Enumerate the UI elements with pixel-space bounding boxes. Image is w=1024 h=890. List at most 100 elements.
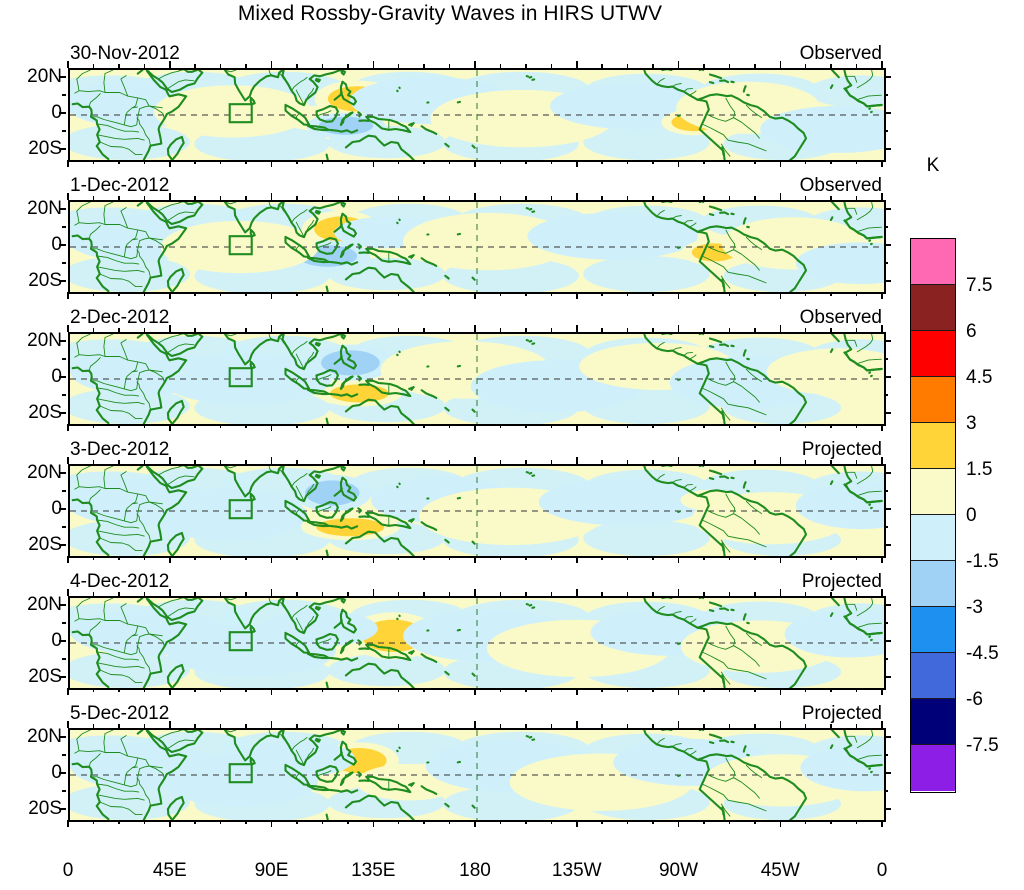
x-tick [728,328,731,332]
y-tick [884,544,891,546]
map-panel[interactable] [68,728,886,822]
x-tick [372,160,374,167]
x-tick [576,556,578,563]
x-tick [677,589,680,596]
x-tick [347,64,349,68]
x-tick [601,292,603,296]
y-tick [62,358,66,360]
colorbar-tick-label: -7.5 [966,734,999,756]
colorbar-band [911,423,955,469]
x-tick [194,820,196,824]
x-tick [728,592,731,596]
map-panel[interactable] [68,200,886,294]
map-panel[interactable] [68,464,886,558]
colorbar-tick-label: 1.5 [966,458,993,480]
x-tick [448,292,451,296]
x-tick [499,556,502,560]
x-tick [601,196,603,200]
x-tick [118,160,120,164]
x-tick [347,820,349,824]
y-axis-label: 20S [28,798,62,819]
x-tick [830,724,832,728]
x-tick [372,556,374,563]
x-tick [754,328,756,332]
x-tick [754,820,756,824]
x-tick [474,556,476,563]
y-tick [884,262,888,264]
x-tick [143,460,146,464]
x-tick [550,424,553,428]
x-tick [652,724,654,728]
x-tick [372,721,374,728]
x-tick [474,424,476,431]
x-tick [881,325,883,332]
x-tick [270,721,273,728]
x-tick [754,424,756,428]
x-tick [474,325,476,332]
x-tick [499,328,502,332]
x-tick [219,160,222,164]
x-tick [728,424,731,428]
y-axis-label: 0 [51,762,62,783]
coastlines [71,70,883,160]
y-tick [884,604,891,606]
x-tick [677,721,680,728]
x-tick [474,193,476,200]
x-tick [219,64,222,68]
x-tick [423,328,425,332]
x-tick [804,328,807,332]
x-tick [296,460,298,464]
x-tick [881,688,883,695]
x-tick [652,688,654,692]
x-tick [397,460,400,464]
x-tick [728,292,731,296]
x-tick [576,160,578,167]
y-tick [62,262,66,264]
x-tick [550,820,553,824]
x-tick [525,688,527,692]
x-tick [245,424,247,428]
x-tick [67,589,69,596]
x-tick [525,196,527,200]
y-tick [59,280,66,282]
map-canvas [70,202,884,292]
y-axis-label: 0 [51,234,62,255]
y-axis-label: 0 [51,498,62,519]
anomaly-features [70,341,884,413]
x-tick [703,328,705,332]
panel-status-label: Observed [799,43,882,64]
y-tick [59,808,66,810]
colorbar-band [911,469,955,515]
x-tick [372,325,374,332]
x-tick [779,160,781,167]
x-tick [118,724,120,728]
colorbar[interactable] [910,238,956,793]
x-tick [143,64,146,68]
x-axis-label: 90W [658,860,699,881]
x-tick [194,292,196,296]
x-tick [830,160,832,164]
panel-date-label: 30-Nov-2012 [70,43,180,64]
x-axis-label: 45W [760,860,800,881]
map-panel[interactable] [68,596,886,690]
map-panel[interactable] [68,332,886,426]
map-panel[interactable] [68,68,886,162]
y-tick [884,622,888,624]
x-tick [830,820,832,824]
y-tick [884,358,888,360]
x-tick [296,64,298,68]
x-tick [550,292,553,296]
y-axis-label: 20N [27,330,62,351]
x-tick [601,592,603,596]
x-tick [397,196,400,200]
x-tick [347,724,349,728]
x-tick [245,592,247,596]
x-tick [92,556,95,560]
y-tick [59,76,66,78]
x-tick [677,556,680,563]
y-tick [59,112,66,114]
y-tick [884,340,891,342]
x-tick [143,196,146,200]
y-tick [62,790,66,792]
x-tick [703,64,705,68]
